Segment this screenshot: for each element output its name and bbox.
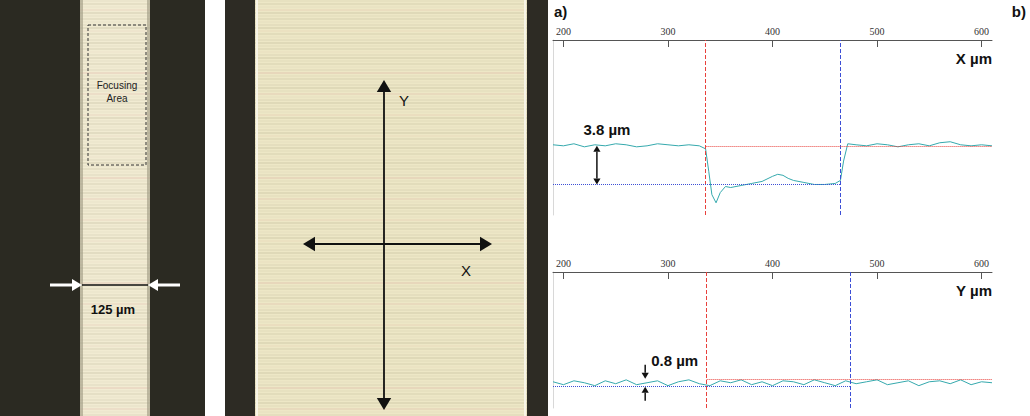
svg-text:3.8 µm: 3.8 µm <box>583 121 630 138</box>
svg-text:200: 200 <box>556 258 571 269</box>
svg-text:0.8 µm: 0.8 µm <box>651 352 698 369</box>
svg-text:Focusing: Focusing <box>97 80 138 91</box>
svg-text:Area: Area <box>106 93 128 104</box>
svg-text:200: 200 <box>556 26 571 37</box>
svg-text:X: X <box>461 262 471 279</box>
svg-text:600: 600 <box>974 258 989 269</box>
svg-text:500: 500 <box>870 26 885 37</box>
svg-text:500: 500 <box>870 258 885 269</box>
svg-text:b): b) <box>1012 3 1026 20</box>
svg-text:400: 400 <box>765 258 780 269</box>
svg-text:600: 600 <box>974 26 989 37</box>
svg-text:Y µm: Y µm <box>956 282 992 299</box>
svg-text:125 µm: 125 µm <box>91 302 135 317</box>
svg-text:Y: Y <box>399 92 409 109</box>
svg-text:a): a) <box>554 3 567 20</box>
svg-text:300: 300 <box>660 26 675 37</box>
svg-text:400: 400 <box>765 26 780 37</box>
svg-text:300: 300 <box>660 258 675 269</box>
svg-text:X µm: X µm <box>956 50 992 67</box>
